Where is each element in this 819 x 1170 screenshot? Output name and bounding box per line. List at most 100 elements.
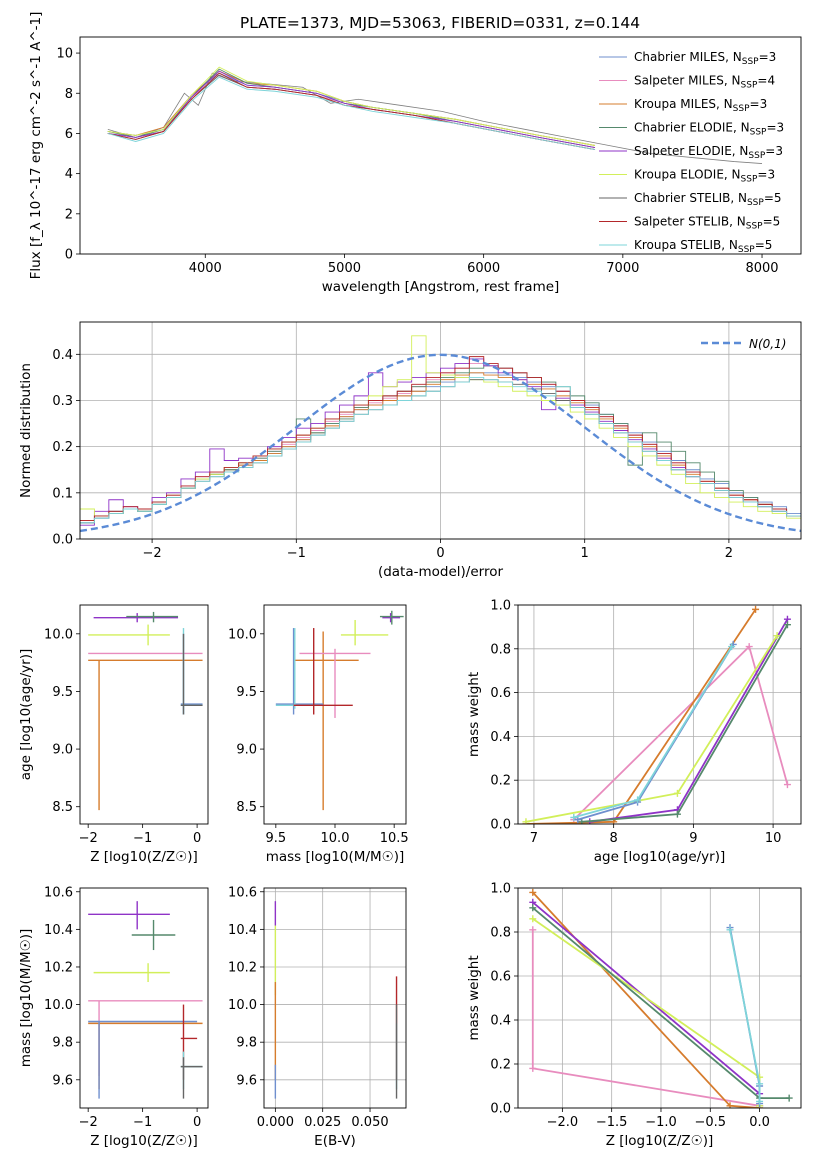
x-axis-label: Z [log10(Z/Z☉)] [90,849,198,865]
y-tick-label: 2 [65,207,73,222]
x-tick-label: 0.000 [257,1115,294,1130]
y-tick-label: 8.5 [52,800,73,815]
errorbar-point [131,919,176,951]
y-tick-label: 0.0 [52,533,73,548]
y-tick-label: 9.8 [236,1036,257,1051]
y-tick-label: 9.5 [236,685,257,700]
legend-entry: Kroupa ELODIE, NSSP=3 [634,168,775,185]
weight-marker [673,789,681,797]
x-tick-label: −1.5 [596,1115,628,1130]
y-tick-label: 9.0 [236,743,257,758]
weight-marker [752,605,760,613]
x-axis-label: (data-model)/error [378,564,504,580]
errorbar-point [340,619,389,646]
x-tick-label: 0 [193,831,201,846]
y-tick-label: 9.6 [236,1073,257,1088]
x-axis-label: E(B-V) [314,1133,356,1149]
weight-marker [756,1080,764,1088]
x-tick-label: 8 [610,831,618,846]
panel-mass_vs_ebv: 0.000 0.025 0.050 9.6 9.8 10.0 10.2 10.4 10.6 E(B… [228,885,407,1149]
y-tick-label: 10.2 [228,960,257,975]
x-tick-label: 0 [436,546,444,561]
weight-marker [785,1094,793,1102]
x-tick-label: 0 [193,1115,201,1130]
weight-marker [673,810,681,818]
x-axis-label: Z [log10(Z/Z☉)] [606,1133,714,1149]
histogram [80,376,801,524]
legend-entry: Kroupa MILES, NSSP=3 [634,97,767,114]
axes-frame [79,887,209,1109]
axes-frame [517,887,802,1109]
y-tick-label: 10.2 [44,960,73,975]
x-tick-label: 0.050 [351,1115,388,1130]
y-tick-label: 0.6 [490,970,511,985]
plot-area-residuals [80,335,801,533]
y-tick-label: 10.0 [44,998,73,1013]
x-tick-label: 10.5 [380,831,409,846]
y-tick-label: 0.4 [490,1014,511,1029]
weight-marker [773,632,781,640]
errorbar-point [93,613,179,623]
errorbar-point [126,611,179,623]
plot-area-massweight_vs_Z [529,888,793,1108]
y-tick-label: 0.6 [490,686,511,701]
axes-frame [79,321,802,540]
y-tick-label: 0 [65,248,73,263]
errorbar-point [275,628,324,715]
axes-frame [79,36,802,255]
x-tick-label: −2 [79,831,98,846]
x-tick-label: 5000 [328,261,361,276]
panel-age_vs_Z: −2 −1 0 8.5 9.0 9.5 10.0 Z [log10(Z/Z☉)] age [lo… [18,604,209,865]
legend-entry: Salpeter STELIB, NSSP=5 [634,215,780,232]
y-tick-label: 10.4 [44,923,73,938]
histogram [80,356,801,521]
legend-entry: Chabrier ELODIE, NSSP=3 [634,121,784,138]
legend-entry: Chabrier STELIB, NSSP=5 [634,191,782,208]
y-tick-label: 0.2 [490,774,511,789]
x-tick-label: −2.0 [547,1115,579,1130]
y-tick-label: 0.4 [52,348,73,363]
weight-marker [529,904,537,912]
y-tick-label: 0.3 [52,394,73,409]
legend: N(0,1) [701,337,786,351]
x-tick-label: 1 [581,546,589,561]
panel-age_vs_mass: 9.5 10.0 10.5 8.5 9.0 9.5 10.0 mass [log10(M/M☉… [228,604,409,865]
x-tick-label: 2 [725,546,733,561]
axes-frame [263,887,407,1109]
y-axis-label: age [log10(age/yr)] [18,649,34,781]
weight-marker [756,1097,764,1105]
plot-area-age_vs_mass [275,610,404,811]
y-tick-label: 10.0 [44,627,73,642]
y-tick-label: 0.4 [490,730,511,745]
x-axis-label: mass [log10(M/M☉)] [266,849,405,865]
errorbar-point [180,633,203,715]
x-tick-label: 0.0 [749,1115,770,1130]
weight-marker [726,1102,734,1108]
x-tick-label: 10.0 [321,831,350,846]
x-tick-label: 4000 [189,261,222,276]
x-tick-label: 9 [689,831,697,846]
plot-area-mass_vs_ebv [274,901,398,1099]
y-tick-label: 0.8 [490,926,511,941]
y-tick-label: 10.6 [44,885,73,900]
errorbar-point [88,901,170,930]
x-tick-label: 7 [530,831,538,846]
errorbar-point [293,631,359,811]
x-tick-label: −1 [287,546,306,561]
legend-entry: Salpeter MILES, NSSP=4 [634,74,775,91]
weight-marker [634,796,642,804]
y-tick-label: 8 [65,87,73,102]
y-tick-label: 0.0 [490,818,511,833]
x-tick-label: −2 [79,1115,98,1130]
y-tick-label: 9.0 [52,743,73,758]
y-tick-label: 9.6 [52,1073,73,1088]
errorbar-point [93,963,170,983]
weight-marker [783,781,791,789]
plot-area-age_vs_Z [88,611,203,811]
weight-marker [529,926,537,934]
axes-frame [263,604,407,825]
x-axis-label: age [log10(age/yr)] [594,849,726,865]
x-tick-label: −1.0 [645,1115,677,1130]
x-axis-label: Z [log10(Z/Z☉)] [90,1133,198,1149]
